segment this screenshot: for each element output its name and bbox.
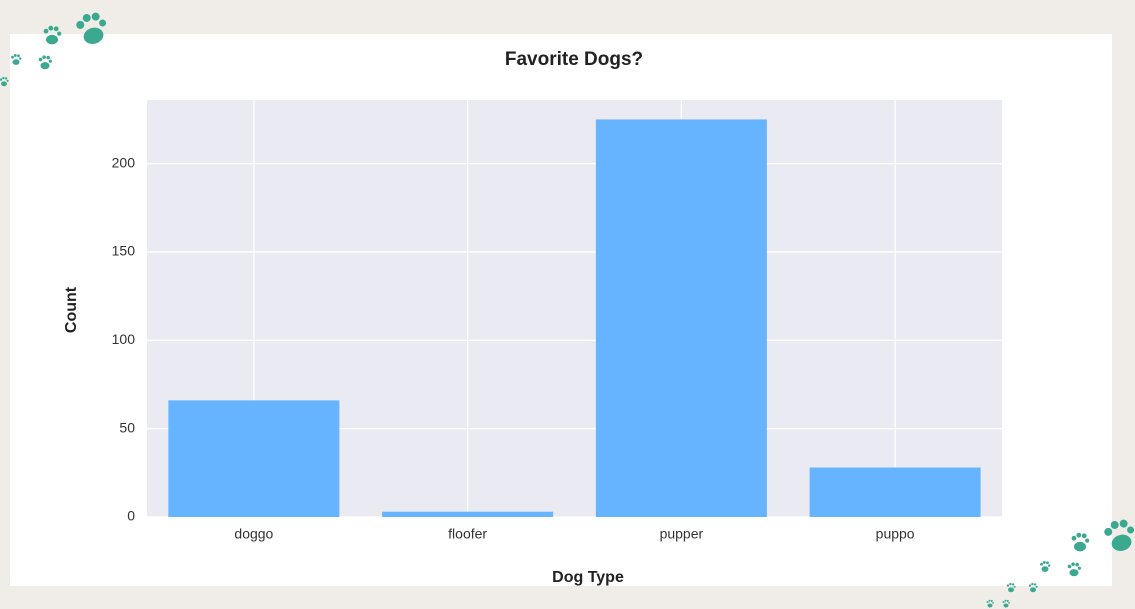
y-axis-label: Count [63, 286, 80, 333]
bar [382, 511, 554, 517]
x-tick-label: puppo [876, 526, 915, 542]
paw-decoration [0, 12, 1135, 608]
y-tick-label: 0 [127, 508, 135, 524]
bar [168, 400, 340, 517]
bar [595, 119, 767, 518]
bar [809, 467, 981, 517]
y-tick-label: 100 [112, 331, 136, 347]
y-tick-label: 50 [119, 419, 135, 435]
x-tick-label: floofer [448, 526, 487, 542]
y-tick-label: 150 [112, 243, 136, 259]
chart-title: Favorite Dogs? [505, 49, 643, 70]
y-tick-label: 200 [112, 154, 136, 170]
x-tick-label: pupper [660, 526, 704, 542]
x-axis-label: Dog Type [552, 569, 624, 586]
x-tick-label: doggo [234, 526, 273, 542]
